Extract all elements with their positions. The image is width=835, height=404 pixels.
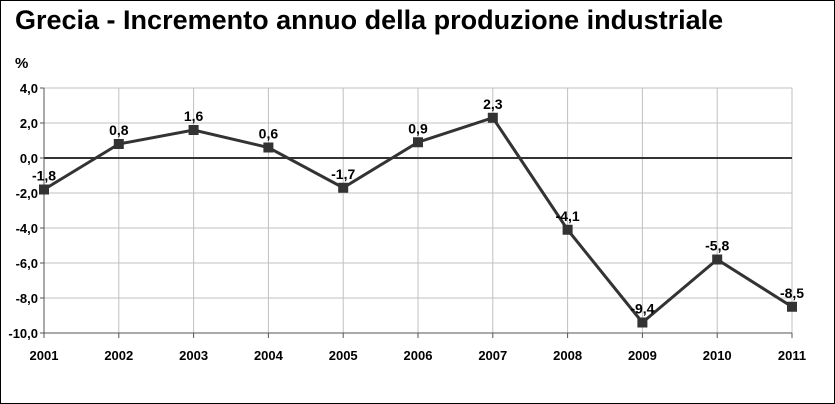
data-label: 0,8 [109,122,129,138]
data-point-marker [787,301,797,312]
data-point-marker [263,142,274,153]
data-label: 0,9 [408,120,428,136]
y-tick-label: -6,0 [16,256,38,271]
x-tick-label: 2011 [778,348,806,363]
data-label: 2,3 [483,96,503,112]
data-point-marker [712,254,723,265]
data-label: -8,5 [780,285,804,301]
x-tick-label: 2007 [478,348,507,363]
data-label: -1,7 [331,166,355,182]
x-tick-label: 2005 [329,348,358,363]
y-tick-label: 4,0 [20,81,38,96]
x-tick-label: 2001 [30,348,59,363]
y-tick-label: -4,0 [16,221,38,236]
data-label: -4,1 [556,208,580,224]
chart-title: Grecia - Incremento annuo della produzio… [15,5,724,35]
x-tick-label: 2008 [553,348,582,363]
data-label: -5,8 [705,238,729,254]
data-point-marker [413,137,423,148]
data-point-marker [562,224,573,235]
x-tick-label: 2009 [628,348,657,363]
data-point-marker [487,112,498,123]
x-tick-label: 2004 [254,348,284,363]
data-label: 0,6 [259,126,279,142]
x-tick-label: 2003 [179,348,208,363]
data-label: -1,8 [32,168,56,184]
x-tick-label: 2006 [404,348,433,363]
x-tick-label: 2002 [104,348,133,363]
y-tick-label: -8,0 [16,291,38,306]
data-point-marker [637,317,648,328]
data-point-marker [338,182,349,193]
data-label: 1,6 [184,108,204,124]
data-point-marker [113,139,124,149]
data-label: -9,4 [630,301,654,317]
y-tick-label: 2,0 [20,116,38,131]
y-tick-label: -10,0 [8,326,38,341]
y-tick-label: -2,0 [16,186,38,201]
y-axis-unit-label: % [15,55,29,72]
x-tick-label: 2010 [703,348,732,363]
data-point-marker [39,184,49,195]
data-point-marker [188,125,199,135]
y-tick-label: 0,0 [20,151,38,166]
